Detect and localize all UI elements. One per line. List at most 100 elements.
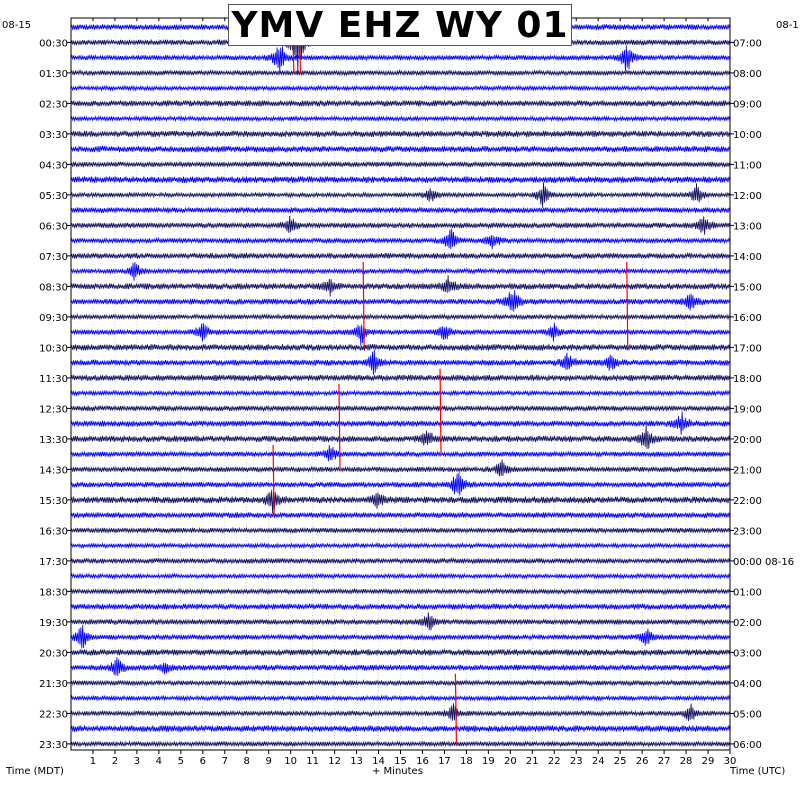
trace-43	[70, 679, 731, 687]
trace-47	[70, 740, 731, 748]
trace-36	[70, 572, 731, 580]
trace-9	[70, 160, 731, 169]
trace-13	[70, 215, 731, 235]
trace-46	[70, 725, 731, 733]
trace-4	[70, 84, 731, 92]
trace-23	[70, 374, 731, 382]
x-axis-label: + Minutes	[372, 766, 423, 777]
trace-42	[70, 657, 731, 676]
right-time-label-10: 17:00	[733, 343, 762, 354]
right-time-label-17: 00:00 08-16	[733, 557, 794, 568]
left-time-label-12: 12:30	[39, 404, 68, 415]
trace-25	[70, 404, 731, 413]
right-time-label-12: 19:00	[733, 404, 762, 415]
trace-44	[70, 694, 731, 702]
trace-37	[70, 587, 731, 596]
left-time-label-18: 18:30	[39, 587, 68, 598]
seismic-traces	[70, 18, 731, 748]
trace-19	[70, 313, 731, 321]
x-tick-label-22: 22	[548, 756, 561, 767]
clipped-spike-6	[272, 444, 275, 516]
trace-30	[70, 472, 731, 496]
right-time-label-0: 07:00	[733, 38, 762, 49]
x-tick-label-30: 30	[724, 756, 737, 767]
x-tick-label-17: 17	[438, 756, 451, 767]
left-time-label-19: 19:30	[39, 618, 68, 629]
left-time-label-1: 01:30	[39, 69, 68, 80]
x-tick-label-5: 5	[178, 756, 184, 767]
x-tick-label-20: 20	[504, 756, 517, 767]
x-tick-label-12: 12	[328, 756, 341, 767]
x-tick-label-19: 19	[482, 756, 495, 767]
x-tick-label-4: 4	[156, 756, 162, 767]
left-time-label-7: 07:30	[39, 252, 68, 263]
right-time-label-20: 03:00	[733, 648, 762, 659]
left-time-label-16: 16:30	[39, 526, 68, 537]
trace-35	[70, 556, 731, 565]
trace-8	[70, 145, 731, 153]
right-time-label-1: 08:00	[733, 69, 762, 80]
left-time-label-22: 22:30	[39, 709, 68, 720]
x-tick-label-25: 25	[614, 756, 627, 767]
trace-22	[70, 349, 731, 375]
trace-20	[70, 322, 731, 346]
trace-39	[70, 612, 731, 631]
x-tick-label-16: 16	[416, 756, 429, 767]
right-time-label-4: 11:00	[733, 160, 762, 171]
clipped-spike-2	[626, 261, 629, 348]
right-time-label-2: 09:00	[733, 99, 762, 110]
trace-10	[70, 176, 731, 184]
x-tick-label-29: 29	[702, 756, 715, 767]
trace-33	[70, 526, 731, 535]
clipped-spikes	[272, 33, 629, 744]
right-time-label-21: 04:00	[733, 679, 762, 690]
right-time-labels: 07:00 08:00 09:00 10:00 11:00 12:00 13:00 14:00…	[730, 38, 794, 751]
left-time-label-6: 06:30	[39, 221, 68, 232]
x-tick-label-18: 18	[460, 756, 473, 767]
x-tick-label-8: 8	[244, 756, 250, 767]
trace-6	[70, 115, 731, 123]
left-time-label-20: 20:30	[39, 648, 68, 659]
right-time-label-9: 16:00	[733, 313, 762, 324]
trace-16	[70, 261, 731, 281]
right-time-label-11: 18:00	[733, 374, 762, 385]
chart-title: YMV EHZ WY 01	[231, 4, 569, 46]
trace-28	[70, 445, 731, 462]
right-time-label-19: 02:00	[733, 618, 762, 629]
trace-11	[70, 182, 731, 208]
left-time-label-13: 13:30	[39, 435, 68, 446]
x-tick-label-21: 21	[526, 756, 539, 767]
x-tick-label-26: 26	[636, 756, 649, 767]
trace-5	[70, 99, 731, 108]
left-axis-label: Time (MDT)	[6, 766, 64, 777]
left-time-label-4: 04:30	[39, 160, 68, 171]
left-time-label-2: 02:30	[39, 99, 68, 110]
clipped-spike-5	[338, 383, 341, 470]
trace-2	[70, 45, 731, 72]
clipped-spike-3	[362, 261, 365, 348]
left-time-label-5: 05:30	[39, 191, 68, 202]
x-tick-label-11: 11	[306, 756, 319, 767]
chart-title-box: YMV EHZ WY 01	[228, 4, 572, 46]
minute-grid	[92, 18, 709, 750]
x-tick-label-2: 2	[112, 756, 118, 767]
right-time-label-23: 06:00	[733, 740, 762, 751]
left-time-label-8: 08:30	[39, 282, 68, 293]
right-time-label-13: 20:00	[733, 435, 762, 446]
right-time-label-14: 21:00	[733, 465, 762, 476]
trace-12	[70, 206, 731, 214]
trace-3	[70, 69, 731, 77]
left-time-label-15: 15:30	[39, 496, 68, 507]
x-tick-label-13: 13	[350, 756, 363, 767]
right-time-label-15: 22:00	[733, 496, 762, 507]
trace-24	[70, 389, 731, 397]
x-tick-label-27: 27	[658, 756, 671, 767]
x-tick-label-14: 14	[372, 756, 385, 767]
right-time-label-8: 15:00	[733, 282, 762, 293]
right-axis-label: Time (UTC)	[730, 766, 786, 777]
left-date-label: 08-15	[2, 20, 32, 31]
left-time-label-3: 03:30	[39, 130, 68, 141]
x-tick-label-24: 24	[592, 756, 605, 767]
x-tick-label-15: 15	[394, 756, 407, 767]
